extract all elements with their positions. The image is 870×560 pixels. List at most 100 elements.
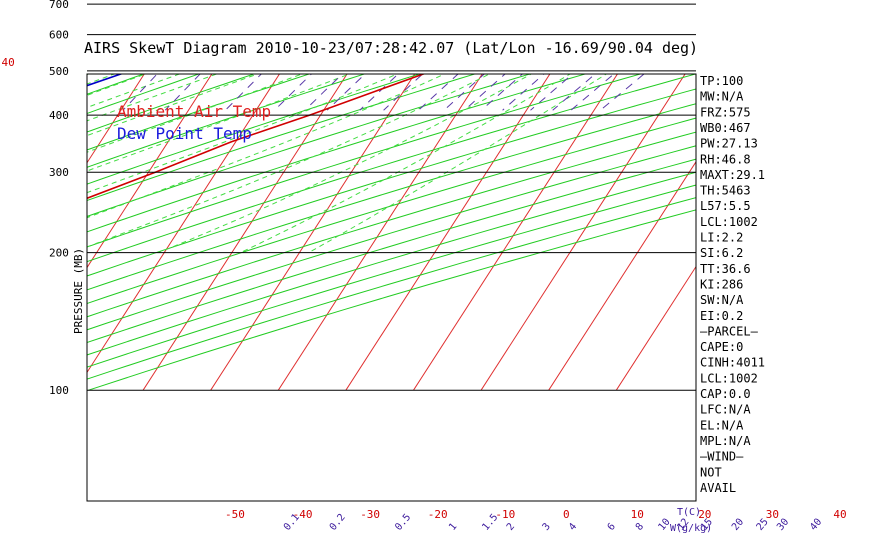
plot-frame [86, 73, 697, 502]
mixing-ratio-label: 0.2 [328, 512, 348, 533]
bottom-temp-tick-label: -50 [225, 508, 245, 521]
index-item: NOT [700, 465, 722, 479]
pressure-tick-label: 400 [49, 109, 69, 122]
index-item: —WIND— [700, 450, 744, 464]
isotherm-line [142, 74, 348, 391]
index-item: AVAIL [700, 481, 736, 495]
isotherm-line [87, 74, 281, 374]
index-item: MAXT:29.1 [700, 168, 765, 182]
pressure-tick-label: 700 [49, 0, 69, 11]
isotherm-line [0, 0, 106, 390]
dry-adiabat-line [87, 184, 696, 368]
moist-adiabat-line [87, 74, 351, 172]
bottom-temp-tick-label: -10 [495, 508, 515, 521]
isotherm-line [87, 74, 213, 269]
index-item: LCL:1002 [700, 215, 758, 229]
pressure-tick-label: 200 [49, 247, 69, 260]
mixing-ratio-label: 0.5 [393, 512, 413, 533]
mixing-ratio-label: 8 [634, 521, 646, 533]
index-item: —PARCEL— [700, 324, 759, 338]
pressure-tick-label: 600 [49, 29, 69, 42]
bottom-temp-tick-label: 20 [698, 508, 711, 521]
isotherm-line [87, 74, 145, 164]
dry-adiabat-line [87, 74, 643, 248]
index-item: MPL:N/A [700, 434, 751, 448]
moist-adiabat-line [87, 74, 446, 219]
mixing-ratio-label: 1 [447, 521, 459, 533]
bottom-temp-tick-label: 10 [631, 508, 644, 521]
bottom-temp-tick-label: -20 [428, 508, 448, 521]
dry-adiabat-line [87, 197, 696, 380]
isotherm-line [277, 74, 483, 391]
index-item: L57:5.5 [700, 199, 751, 213]
moist-adiabat-line [87, 74, 181, 109]
dry-adiabat-line [87, 103, 696, 291]
index-item: RH:46.8 [700, 152, 751, 166]
dry-adiabat-line [87, 74, 145, 95]
index-item: PW:27.13 [700, 137, 758, 151]
isobar-layer [86, 3, 697, 502]
bottom-temp-tick-label: 0 [563, 508, 570, 521]
mixing-ratio-label: 20 [730, 517, 746, 533]
top-temp-tick-label: -40 [0, 56, 15, 69]
index-item: EI:0.2 [700, 309, 743, 323]
index-item: FRZ:575 [700, 105, 751, 119]
bottom-temp-tick-label: -40 [293, 508, 313, 521]
index-item: WB0:467 [700, 121, 751, 135]
dry-adiabat-line [87, 74, 311, 151]
index-item: TP:100 [700, 74, 743, 88]
index-item: EL:N/A [700, 418, 744, 432]
profiles-layer [87, 74, 426, 200]
dry-adiabat-line [87, 145, 696, 331]
ambient-air-temp-profile [87, 74, 426, 200]
dry-adiabat-line [0, 0, 331, 390]
dry-adiabat-line [87, 74, 696, 263]
isotherm-line [345, 74, 551, 391]
dry-adiabat-line [0, 0, 262, 390]
isotherm-line [548, 160, 696, 391]
bottom-temp-tick-label: 40 [833, 508, 846, 521]
mixing-ratio-unit-label: W(g/kg) [670, 523, 712, 534]
moist-adiabat-line [87, 74, 116, 85]
pressure-tick-label: 100 [49, 384, 69, 397]
bottom-temp-tick-label: -30 [360, 508, 380, 521]
dry-adiabat-line [87, 131, 696, 318]
temp-unit-label: T(C) [677, 507, 701, 518]
mixing-ratio-label: 40 [808, 517, 824, 533]
mixing-ratio-label: 2 [505, 521, 517, 533]
dry-adiabat-line [87, 88, 696, 277]
index-item: TH:5463 [700, 184, 751, 198]
dry-adiabat-line [87, 171, 696, 356]
index-item: LCL:1002 [700, 371, 758, 385]
dry-adiabat-line [87, 117, 696, 305]
isotherm-line [480, 74, 686, 391]
isotherm-line [615, 265, 696, 391]
dry-adiabat-line [87, 74, 587, 233]
index-item: SW:N/A [700, 293, 744, 307]
index-item: CAP:0.0 [700, 387, 751, 401]
dry-adiabat-line [87, 74, 256, 133]
index-item: LFC:N/A [700, 403, 751, 417]
pressure-tick-label: 300 [49, 166, 69, 179]
bottom-temp-tick-label: 30 [766, 508, 779, 521]
y-axis-label: PRESSURE (MB) [72, 248, 85, 334]
index-item: MW:N/A [700, 90, 744, 104]
dry-adiabat-line [0, 0, 400, 390]
legend-dew-point-temp: Dew Point Temp [117, 124, 252, 143]
index-item: TT:36.6 [700, 262, 751, 276]
index-item: KI:286 [700, 277, 743, 291]
dry-adiabat-line [87, 158, 696, 344]
mixing-ratio-label: 6 [606, 521, 618, 533]
moist-adiabat-line [87, 74, 399, 194]
isotherm-line [210, 74, 416, 391]
grid-layer [0, 0, 696, 391]
index-item: CINH:4011 [700, 356, 765, 370]
moist-adiabat-line [240, 74, 572, 254]
axes-layer: 1002003004005006007008009001000-50-40-30… [0, 0, 847, 534]
chart-title: AIRS SkewT Diagram 2010-10-23/07:28:42.0… [84, 39, 698, 57]
mixing-ratio-label: 3 [541, 521, 553, 533]
index-item: SI:6.2 [700, 246, 743, 260]
index-item: LI:2.2 [700, 231, 743, 245]
